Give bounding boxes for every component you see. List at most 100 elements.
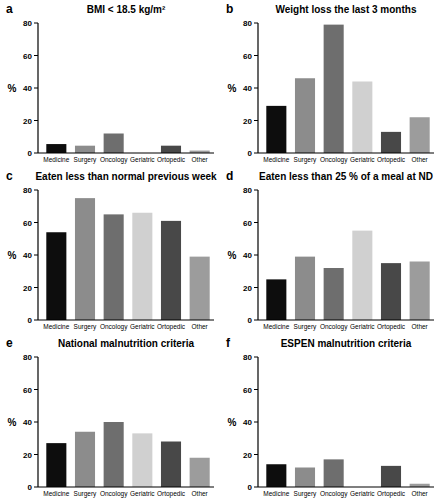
x-axis xyxy=(38,486,214,487)
x-tick-label: Surgery xyxy=(74,323,98,331)
bar xyxy=(324,459,344,487)
y-tick-label: 20 xyxy=(243,284,252,293)
x-tick-label: Surgery xyxy=(294,490,318,498)
x-tick-label: Medicine xyxy=(263,323,289,330)
bar xyxy=(46,443,66,487)
y-axis xyxy=(257,23,258,153)
bar xyxy=(381,132,401,153)
x-tick-label: Other xyxy=(192,490,209,497)
y-tick-label: 40 xyxy=(23,418,32,427)
y-label: % xyxy=(8,250,17,261)
y-tick-label: 40 xyxy=(23,251,32,260)
y-tick-label: 80 xyxy=(243,353,252,362)
y-tick-label: 80 xyxy=(23,19,32,28)
y-tick-label: 0 xyxy=(28,149,33,158)
title: Eaten less than 25 % of a meal at ND xyxy=(259,171,433,182)
y-tick-label: 40 xyxy=(243,418,252,427)
bar xyxy=(190,257,210,320)
y-axis xyxy=(37,357,38,487)
y-tick-label: 60 xyxy=(23,219,32,228)
x-tick-label: Geriatric xyxy=(130,490,155,497)
bar xyxy=(161,221,181,320)
x-tick-label: Oncology xyxy=(320,156,348,164)
x-axis xyxy=(258,319,434,320)
bar xyxy=(75,146,95,153)
bar xyxy=(104,134,124,154)
bar xyxy=(381,263,401,320)
bars xyxy=(266,25,429,153)
x-axis xyxy=(258,152,434,153)
x-tick-label: Oncology xyxy=(320,323,348,331)
bar xyxy=(132,213,152,320)
x-tick-label: Oncology xyxy=(320,490,348,498)
bar xyxy=(410,262,430,321)
x-tick-label: Other xyxy=(412,156,429,163)
y-tick-label: 40 xyxy=(23,84,32,93)
panel-letter: b xyxy=(226,2,233,16)
bar xyxy=(295,78,315,153)
x-tick-label: Oncology xyxy=(100,156,128,164)
y-label: % xyxy=(8,83,17,94)
x-tick-label: Oncology xyxy=(100,490,128,498)
x-axis xyxy=(258,486,434,487)
y-tick-label: 40 xyxy=(243,84,252,93)
bar xyxy=(104,422,124,487)
y-axis xyxy=(257,357,258,487)
y-tick-label: 0 xyxy=(28,483,33,492)
bar xyxy=(266,464,286,487)
figure: aBMI < 18.5 kg/m²%020406080MedicineSurge… xyxy=(0,0,440,500)
y-tick-label: 0 xyxy=(248,483,253,492)
title: ESPEN malnutrition criteria xyxy=(281,338,412,349)
x-tick-label: Ortopedic xyxy=(157,156,186,164)
x-tick-label: Medicine xyxy=(43,323,69,330)
y-tick-label: 20 xyxy=(243,451,252,460)
bar xyxy=(381,466,401,487)
x-tick-label: Surgery xyxy=(294,156,318,164)
title: National malnutrition criteria xyxy=(58,338,195,349)
bars xyxy=(46,198,209,320)
y-tick-label: 40 xyxy=(243,251,252,260)
bars xyxy=(46,134,209,154)
x-tick-label: Other xyxy=(192,156,209,163)
y-tick-label: 20 xyxy=(23,284,32,293)
x-tick-label: Surgery xyxy=(74,490,98,498)
y-label: % xyxy=(228,417,237,428)
bar xyxy=(266,279,286,320)
bar xyxy=(75,432,95,487)
bar xyxy=(352,82,372,154)
bar xyxy=(46,232,66,320)
panel-letter: f xyxy=(226,336,231,350)
bar xyxy=(161,442,181,488)
bar xyxy=(295,257,315,320)
bar xyxy=(352,231,372,320)
x-tick-label: Other xyxy=(412,323,429,330)
x-tick-label: Medicine xyxy=(263,490,289,497)
bar xyxy=(132,433,152,487)
y-tick-label: 20 xyxy=(23,451,32,460)
y-axis xyxy=(37,23,38,153)
x-tick-label: Ortopedic xyxy=(377,323,406,331)
panel: bWeight loss the last 3 months%020406080… xyxy=(226,2,434,164)
bars xyxy=(266,231,429,320)
y-tick-label: 20 xyxy=(23,117,32,126)
bar xyxy=(75,198,95,320)
x-tick-label: Other xyxy=(192,323,209,330)
x-tick-label: Medicine xyxy=(43,156,69,163)
panel: f ESPEN malnutrition criteria% 0 20 40 60 80 Me… xyxy=(226,336,434,498)
bar xyxy=(324,25,344,153)
panel-letter: d xyxy=(226,169,233,183)
y-tick-label: 60 xyxy=(243,386,252,395)
y-tick-label: 20 xyxy=(243,117,252,126)
x-tick-label: Other xyxy=(412,490,429,497)
panel: dEaten less than 25 % of a meal at ND%02… xyxy=(226,169,434,331)
x-tick-label: Medicine xyxy=(263,156,289,163)
x-axis xyxy=(38,152,214,153)
y-tick-label: 0 xyxy=(28,316,33,325)
x-tick-label: Surgery xyxy=(74,156,98,164)
y-label: % xyxy=(8,417,17,428)
y-tick-label: 80 xyxy=(23,353,32,362)
x-tick-label: Surgery xyxy=(294,323,318,331)
x-tick-label: Geriatric xyxy=(130,156,155,163)
panel-letter: e xyxy=(6,336,13,350)
x-tick-label: Ortopedic xyxy=(377,490,406,498)
